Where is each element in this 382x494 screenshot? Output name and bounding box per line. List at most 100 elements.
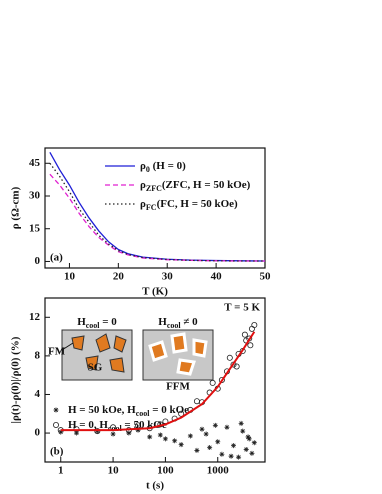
y-tick-label: 0 — [35, 427, 41, 439]
marker — [228, 453, 234, 459]
inset-title-part: ≠ 0 — [181, 316, 199, 328]
legend-marker — [53, 407, 59, 413]
legend-label-part: (FC, H = 50 kOe) — [157, 198, 238, 210]
marker — [249, 450, 255, 456]
x-tick-label: 10 — [108, 465, 120, 477]
legend-label-part: (ZFC, H = 50 kOe) — [162, 179, 251, 191]
x-tick-label: 30 — [162, 271, 174, 283]
inset-arrow — [61, 342, 74, 351]
marker — [157, 432, 163, 438]
marker — [194, 447, 200, 453]
legend-marker — [53, 421, 60, 428]
marker — [238, 420, 244, 426]
marker — [187, 433, 193, 439]
marker — [212, 422, 218, 428]
cluster — [176, 358, 196, 376]
legend-label-part: ρ — [140, 198, 146, 210]
inset-label: FM — [48, 346, 66, 358]
line — [49, 162, 265, 262]
legend-label-part: 0 — [146, 165, 150, 174]
marker — [226, 354, 233, 361]
marker — [246, 436, 252, 442]
inset-label: SG — [88, 362, 103, 374]
legend-label-part: = 0 kOe — [149, 404, 189, 416]
cluster — [109, 357, 125, 373]
inset-ffm — [142, 329, 214, 381]
x-tick-label: 40 — [211, 271, 223, 283]
inset-title-part: = 0 — [100, 316, 118, 328]
cluster — [95, 333, 111, 353]
legend-label: ρZFC(ZFC, H = 50 kOe) — [140, 179, 251, 194]
y-tick-label: 0 — [35, 255, 41, 267]
marker — [251, 440, 257, 446]
legend-label-part: H = 50 kOe, H — [68, 404, 136, 416]
marker — [236, 454, 242, 460]
marker — [247, 342, 254, 349]
cluster — [71, 335, 85, 351]
y-axis-label: ρ (Ω-cm) — [10, 186, 22, 229]
legend-label: ρFC(FC, H = 50 kOe) — [140, 198, 238, 213]
inset-title-part: H — [77, 316, 86, 328]
x-tick-label: 1 — [58, 465, 64, 477]
y-axis-label: |ρ(t)-ρ(0)|/ρ(0) (%) — [10, 336, 22, 423]
inset-title-part: cool — [167, 321, 182, 330]
panel-label: (a) — [50, 252, 63, 264]
marker — [147, 434, 153, 440]
y-tick-label: 30 — [29, 190, 41, 202]
marker — [178, 442, 184, 448]
marker — [207, 445, 213, 451]
panel-label: (b) — [50, 446, 64, 458]
marker — [241, 331, 248, 338]
marker — [251, 322, 258, 329]
marker — [230, 443, 236, 449]
cluster — [148, 340, 168, 362]
y-tick-label: 8 — [35, 349, 41, 361]
inset-label: FFM — [166, 381, 190, 393]
legend-label-part: ρ — [140, 179, 146, 191]
marker — [218, 376, 225, 383]
marker — [243, 446, 249, 452]
legend-label-part: ZFC — [146, 184, 162, 193]
y-tick-label: 45 — [29, 157, 41, 169]
cluster — [170, 332, 188, 354]
marker — [245, 434, 251, 440]
marker — [74, 430, 80, 436]
y-tick-label: 12 — [29, 311, 41, 323]
marker — [215, 439, 221, 445]
x-tick-label: 100 — [157, 465, 174, 477]
marker — [240, 428, 246, 434]
marker — [203, 431, 209, 437]
legend-label-part: H = 0, H — [68, 419, 108, 431]
marker — [135, 427, 141, 433]
x-tick-label: 10 — [64, 271, 76, 283]
legend-label-part: cool — [136, 409, 151, 418]
chart-title: T = 5 K — [224, 302, 260, 314]
x-axis-label: t (s) — [146, 480, 164, 492]
marker — [178, 410, 185, 417]
plot-frame — [44, 147, 266, 269]
legend-label: H = 50 kOe, Hcool = 0 kOe — [68, 404, 189, 419]
x-tick-label: 20 — [113, 271, 125, 283]
inset-title-part: cool — [86, 321, 101, 330]
legend-label: ρ0 (H = 0) — [140, 160, 186, 175]
marker — [219, 451, 225, 457]
cluster — [113, 335, 127, 353]
cluster — [192, 338, 208, 358]
line — [49, 173, 265, 262]
legend-label-part: FC — [146, 203, 157, 212]
legend-label-part: (H = 0) — [150, 160, 186, 172]
marker — [172, 438, 178, 444]
x-axis-label: T (K) — [142, 286, 168, 298]
x-tick-label: 1000 — [207, 465, 230, 477]
y-tick-label: 4 — [35, 388, 41, 400]
marker — [209, 379, 216, 386]
inset-title: Hcool = 0 — [77, 316, 117, 331]
marker — [58, 429, 64, 435]
x-tick-label: 50 — [260, 271, 272, 283]
cluster — [85, 355, 99, 371]
plot-frame — [44, 297, 266, 463]
legend-label-part: ρ — [140, 160, 146, 172]
inset-title: Hcool ≠ 0 — [158, 316, 198, 331]
